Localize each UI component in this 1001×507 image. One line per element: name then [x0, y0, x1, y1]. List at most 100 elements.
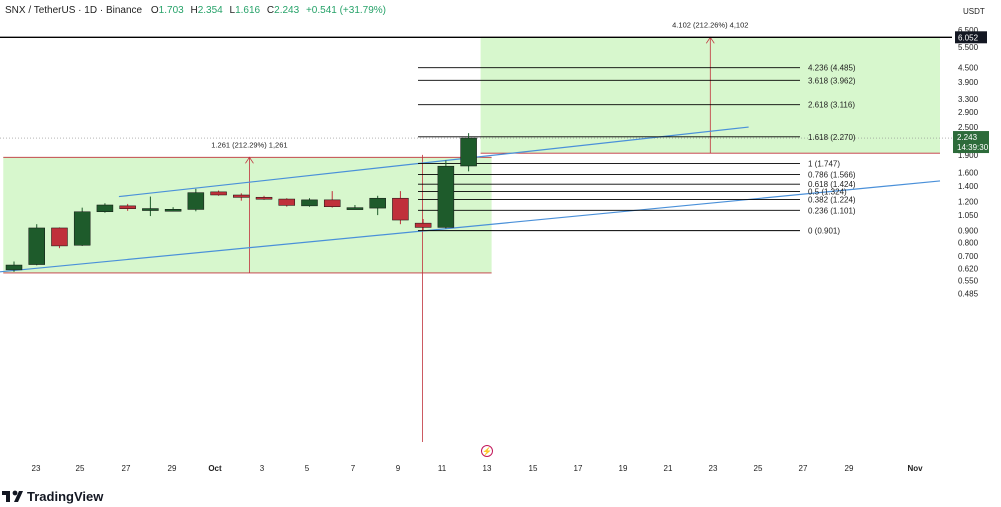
fib-level-label: 1 (1.747): [808, 159, 840, 168]
candle-body: [187, 192, 205, 210]
time-axis-tick: 27: [799, 464, 808, 473]
time-axis-tick: Nov: [907, 464, 923, 473]
high-value: 2.354: [198, 5, 223, 16]
price-axis-tick: 2.500: [958, 123, 979, 132]
candle-body: [28, 227, 45, 265]
measure-zone-arrowhead: [245, 156, 254, 164]
time-axis-tick: 29: [168, 464, 177, 473]
price-axis-tick: 0.900: [958, 227, 979, 236]
candles-layer: [5, 133, 477, 272]
tradingview-wordmark: TradingView: [27, 489, 104, 504]
candle-body: [5, 264, 23, 271]
lines-layer: [0, 36, 952, 442]
time-axis-tick: Oct: [208, 464, 222, 473]
candle-body: [142, 208, 159, 211]
candle-body: [73, 211, 91, 246]
candle-body: [96, 204, 114, 213]
time-axis-tick: 5: [305, 464, 310, 473]
measure-zone-label: 4.102 (212.26%) 4,102: [672, 20, 748, 29]
time-axis-tick: 23: [32, 464, 41, 473]
time-axis-tick: 21: [664, 464, 673, 473]
time-axis-tick: 3: [260, 464, 265, 473]
zones-layer: [3, 36, 940, 274]
price-axis-tick: 0.800: [958, 239, 979, 248]
candle-body: [301, 199, 318, 207]
fib-level-label: 2.618 (3.116): [808, 101, 855, 110]
candle-body: [233, 194, 250, 198]
event-marker: [481, 445, 493, 457]
time-axis-tick: 13: [483, 464, 492, 473]
current-price-badge: [953, 131, 989, 154]
time-axis-tick: 27: [122, 464, 131, 473]
price-axis-unit: USDT: [963, 7, 985, 16]
candle-body: [164, 209, 182, 212]
tradingview-logo[interactable]: TradingView: [2, 489, 104, 504]
time-axis-tick: 19: [619, 464, 628, 473]
candle-body: [392, 197, 409, 221]
candle-body: [278, 198, 296, 206]
time-axis-tick: 23: [709, 464, 718, 473]
price-axis-tick: 1.900: [958, 151, 979, 160]
close-label: C: [267, 5, 274, 16]
candle-body: [51, 227, 68, 247]
channel-line: [118, 126, 749, 198]
price-flag-label: 6.052: [958, 33, 979, 42]
candle-body: [414, 222, 432, 228]
axes-layer: USDT 6.500 5.500 4.500 3.900 3.300 2.900 2.500 1…: [32, 7, 989, 473]
time-axis-tick: 11: [438, 464, 447, 473]
current-price-countdown: 14:39:30: [957, 143, 989, 152]
price-axis-tick: 1.050: [958, 211, 979, 220]
high-label: H: [190, 5, 197, 16]
fib-level-label: 1.618 (2.270): [808, 133, 856, 142]
labels-layer: 1.261 (212.29%) 1,261 4.102 (212.26%) 4,1…: [211, 20, 856, 235]
time-axis-tick: 15: [529, 464, 538, 473]
time-axis-tick: 9: [396, 464, 401, 473]
candle-body: [437, 165, 455, 228]
candle-body: [346, 207, 364, 210]
price-axis-tick: 0.620: [958, 265, 979, 274]
fib-level-label: 0.618 (1.424): [808, 180, 856, 189]
time-axis-tick: 25: [76, 464, 85, 473]
price-axis-tick: 0.700: [958, 252, 979, 261]
fib-level-label: 0.382 (1.224): [808, 196, 856, 205]
fib-level-label: 0.236 (1.101): [808, 206, 856, 215]
candle-body: [369, 197, 386, 209]
price-axis-tick: 1.400: [958, 182, 979, 191]
fib-level-label: 4.236 (4.485): [808, 64, 856, 73]
candle-body: [119, 205, 136, 209]
header-ohlc: SNX / TetherUS · 1D · Binance O1.703 H2.…: [5, 5, 386, 16]
candle-body: [255, 196, 273, 200]
time-axis-tick: 29: [845, 464, 854, 473]
price-flag: [955, 31, 987, 44]
low-label: L: [230, 5, 236, 16]
price-axis-tick: 1.600: [958, 168, 979, 177]
fib-level-label: 3.618 (3.962): [808, 76, 856, 85]
candle-body: [210, 191, 227, 196]
price-axis-tick: 0.485: [958, 289, 979, 298]
time-axis-tick: 17: [574, 464, 583, 473]
measure-zone-label: 1.261 (212.29%) 1,261: [211, 140, 287, 149]
price-axis-tick: 6.500: [958, 26, 979, 35]
price-axis-tick: 3.900: [958, 78, 979, 87]
channel-line: [0, 180, 941, 273]
event-marker-icon: ⚡: [482, 446, 492, 456]
time-axis-tick: 25: [754, 464, 763, 473]
tradingview-logo-icon: [2, 490, 23, 502]
candle-body: [323, 199, 341, 207]
symbol-title[interactable]: SNX / TetherUS · 1D · Binance: [5, 5, 143, 16]
price-axis-tick: 0.550: [958, 277, 979, 286]
fib-level-label: 0.5 (1.324): [808, 188, 847, 197]
price-axis-tick: 1.200: [958, 198, 979, 207]
price-axis-tick: 3.300: [958, 95, 979, 104]
price-axis-tick: 2.900: [958, 108, 979, 117]
price-axis-tick: 5.500: [958, 43, 979, 52]
price-axis-tick: 4.500: [958, 63, 979, 72]
fib-level-label: 0 (0.901): [808, 227, 840, 236]
fib-level-label: 0.786 (1.566): [808, 171, 856, 180]
current-price-label: 2.243: [957, 133, 978, 142]
candle-body: [460, 137, 477, 167]
close-value: 2.243: [274, 5, 299, 16]
open-value: 1.703: [159, 5, 184, 16]
